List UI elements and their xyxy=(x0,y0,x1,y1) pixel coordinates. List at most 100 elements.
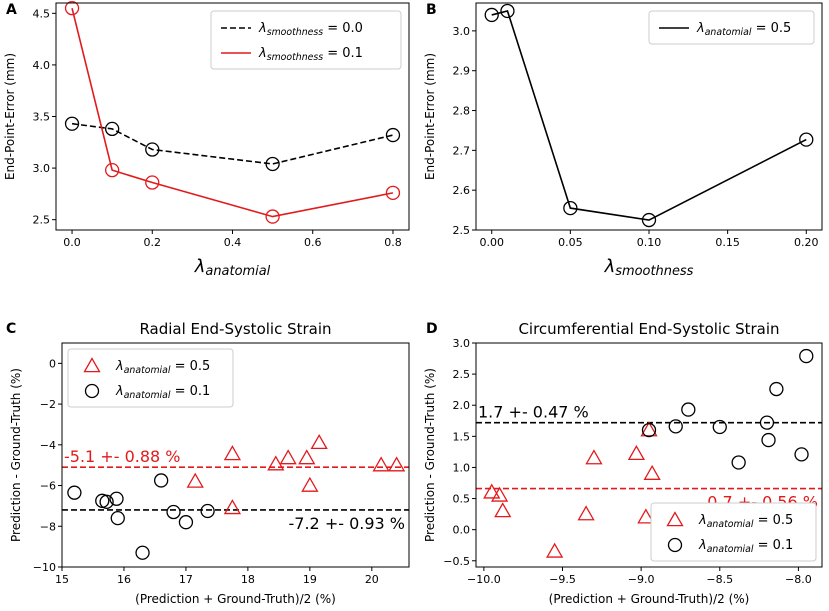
plot-frame xyxy=(61,342,410,568)
y-tick-label: 3.0 xyxy=(33,162,51,175)
y-tick-label: −4 xyxy=(40,439,56,452)
data-point xyxy=(67,485,82,500)
y-tick-label: 2.5 xyxy=(453,368,471,381)
panel-d: D Circumferential End-Systolic Strain 1.7 … xyxy=(423,320,823,606)
y-tick-label: 2.8 xyxy=(453,105,471,118)
x-tick-label: 20 xyxy=(365,573,379,586)
data-point xyxy=(769,381,784,397)
series-line xyxy=(491,10,807,221)
panel-letter: C xyxy=(6,321,16,337)
y-tick-label: 1.0 xyxy=(453,461,471,474)
data-point xyxy=(799,132,814,147)
data-point xyxy=(490,486,509,502)
y-tick-label: −0.5 xyxy=(443,555,470,568)
x-axis-label: λanatomial xyxy=(194,256,271,279)
legend-label: λsmoothness = 0.0 xyxy=(258,21,363,38)
panel-a: A 0.0 0.2 0.4 0.6 0.8 2.5 3.0 3.5 4.0 4.5 End-Point… xyxy=(3,1,410,279)
data-point xyxy=(799,348,814,364)
data-point xyxy=(387,456,406,472)
data-point xyxy=(279,449,297,465)
data-point xyxy=(385,185,401,201)
legend: λsmoothness = 0.0 λsmoothness = 0.1 xyxy=(210,10,402,70)
x-tick-label: 18 xyxy=(241,573,255,586)
data-point xyxy=(681,402,696,417)
y-tick-label: −6 xyxy=(40,480,56,493)
legend: λanatomial = 0.5 λanatomial = 0.1 xyxy=(650,502,817,562)
data-point xyxy=(298,449,316,465)
data-point xyxy=(145,142,160,157)
legend-label: λanatomial = 0.5 xyxy=(698,513,793,530)
legend-swatch xyxy=(83,357,101,373)
legend-box xyxy=(210,10,402,70)
legend-item: λanatomial = 0.5 xyxy=(666,511,793,530)
data-point xyxy=(640,421,658,437)
data-point xyxy=(641,212,657,228)
data-point xyxy=(759,415,775,430)
legend-item: λanatomial = 0.1 xyxy=(84,383,210,401)
x-axis-label: (Prediction + Ground-Truth)/2 (%) xyxy=(549,592,750,606)
legend-box xyxy=(67,348,234,408)
y-tick-label: 4.0 xyxy=(33,59,51,72)
data-point xyxy=(484,7,499,23)
x-tick-label: −8.5 xyxy=(706,573,733,586)
y-axis-label: End-Point-Error (mm) xyxy=(3,53,17,180)
data-point xyxy=(546,542,564,558)
data-point xyxy=(110,510,125,526)
data-point xyxy=(668,419,683,434)
plot-frame xyxy=(475,342,823,568)
data-point xyxy=(200,503,215,519)
y-tick-label: −2 xyxy=(40,398,56,411)
data-point xyxy=(99,494,114,509)
data-point xyxy=(267,455,285,471)
x-tick-label: 0.2 xyxy=(144,236,162,249)
legend-item: λsmoothness = 0.0 xyxy=(221,21,363,38)
legend-swatch xyxy=(666,511,684,527)
legend-item: λanatomial = 0.5 xyxy=(83,357,210,376)
y-tick-label: 2.7 xyxy=(453,144,471,157)
y-tick-label: 3.0 xyxy=(453,337,471,350)
x-tick-label: 0.05 xyxy=(558,236,583,249)
x-tick-label: −9.5 xyxy=(549,573,576,586)
data-point xyxy=(145,175,160,190)
legend-item: λanatomial = 0.1 xyxy=(667,537,793,555)
mean-line-label: 1.7 +- 0.47 % xyxy=(478,403,589,422)
data-point xyxy=(223,445,242,461)
x-tick-label: 19 xyxy=(303,573,317,586)
y-tick-label: −8 xyxy=(40,520,56,533)
x-tick-label: 0.0 xyxy=(63,236,81,249)
x-tick-label: −9.0 xyxy=(628,573,655,586)
x-tick-label: 0.20 xyxy=(794,236,819,249)
legend-box xyxy=(648,10,815,45)
data-point xyxy=(64,1,80,16)
chart-title: Radial End-Systolic Strain xyxy=(139,320,331,338)
legend-label: λanatomial = 0.1 xyxy=(115,384,210,401)
data-point xyxy=(265,156,280,172)
x-tick-label: 0.10 xyxy=(637,236,662,249)
legend-item: λsmoothness = 0.1 xyxy=(221,46,363,63)
panel-letter: D xyxy=(426,321,438,337)
series-line xyxy=(71,7,394,218)
y-tick-label: 2.6 xyxy=(453,184,471,197)
data-point xyxy=(585,449,603,465)
data-point xyxy=(500,3,515,19)
data-point xyxy=(385,127,401,143)
x-tick-label: 0.4 xyxy=(224,236,242,249)
series-line xyxy=(71,122,394,165)
data-point xyxy=(563,200,578,216)
y-axis-label: Prediction - Ground-Truth (%) xyxy=(9,368,23,542)
data-point xyxy=(627,444,646,461)
legend-box xyxy=(650,502,817,562)
x-tick-label: 0.00 xyxy=(479,236,504,249)
x-tick-label: 15 xyxy=(55,573,69,586)
legend-item: λanatomial = 0.5 xyxy=(659,21,791,38)
panel-b: B 0.00 0.05 0.10 0.15 0.20 2.5 2.6 2.7 2.8 2.9 3.0 E… xyxy=(423,2,823,279)
x-tick-label: 0.6 xyxy=(304,236,322,249)
x-tick-label: 16 xyxy=(117,573,131,586)
legend-label: λanatomial = 0.5 xyxy=(115,359,210,376)
mean-line-label: -5.1 +- 0.88 % xyxy=(64,447,180,466)
data-point xyxy=(641,422,657,438)
y-tick-label: 1.5 xyxy=(453,430,471,443)
y-tick-label: 2.9 xyxy=(453,65,471,78)
y-tick-label: 4.5 xyxy=(33,7,51,20)
data-point xyxy=(64,116,80,131)
